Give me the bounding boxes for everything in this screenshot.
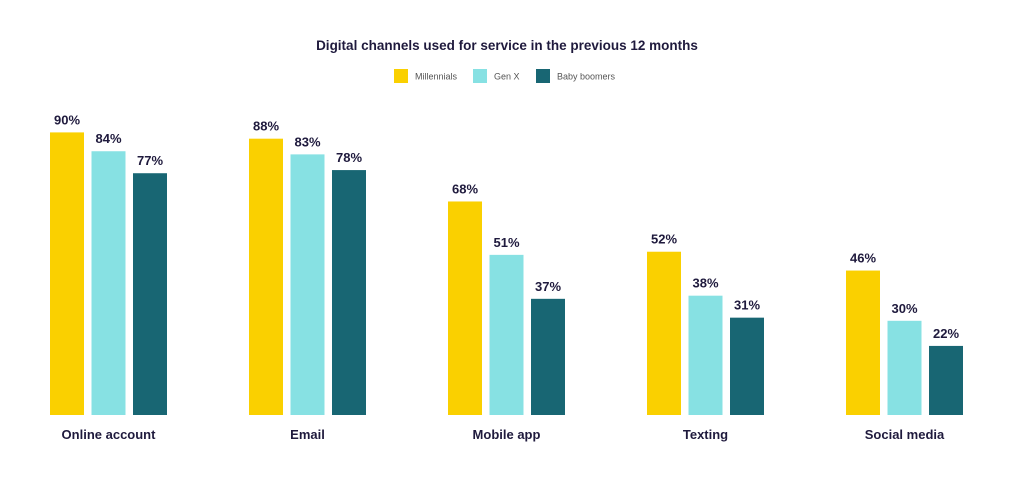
bar-online-account-millennials — [50, 132, 84, 415]
bar-email-gen-x — [290, 154, 325, 415]
bar-texting-millennials — [647, 251, 681, 415]
data-label-mobile-app-millennials: 68% — [452, 181, 478, 196]
data-label-mobile-app-baby-boomers: 37% — [535, 279, 561, 294]
legend-swatch-gen-x — [473, 69, 487, 83]
bars — [50, 132, 963, 416]
chart-title: Digital channels used for service in the… — [316, 38, 698, 53]
legend-label-millennials: Millennials — [415, 72, 458, 82]
data-label-email-gen-x: 83% — [294, 134, 320, 149]
bar-mobile-app-gen-x — [489, 254, 524, 415]
category-labels: Online account Email Mobile app Texting Soci… — [62, 427, 945, 442]
data-label-email-millennials: 88% — [253, 119, 279, 134]
legend: Millennials Gen X Baby boomers — [394, 69, 616, 83]
bar-mobile-app-baby-boomers — [531, 298, 565, 415]
category-label-texting: Texting — [683, 427, 728, 442]
bar-email-millennials — [249, 138, 283, 415]
data-label-social-media-millennials: 46% — [850, 251, 876, 266]
legend-item-gen-x: Gen X — [473, 69, 520, 83]
legend-label-gen-x: Gen X — [494, 72, 520, 82]
data-labels: 90% 84% 77% 88% 83% 78% 68% 51% 37% 52% 38% 31% 46% 3… — [54, 112, 959, 341]
category-label-social-media: Social media — [865, 427, 945, 442]
bar-texting-gen-x — [688, 295, 723, 415]
data-label-social-media-baby-boomers: 22% — [933, 326, 959, 341]
data-label-online-account-baby-boomers: 77% — [137, 153, 163, 168]
bar-mobile-app-millennials — [448, 201, 482, 415]
bar-social-media-millennials — [846, 270, 880, 415]
bar-social-media-gen-x — [887, 320, 922, 415]
bar-online-account-gen-x — [91, 151, 126, 416]
legend-swatch-baby-boomers — [536, 69, 550, 83]
legend-label-baby-boomers: Baby boomers — [557, 72, 616, 82]
legend-item-baby-boomers: Baby boomers — [536, 69, 616, 83]
data-label-texting-gen-x: 38% — [692, 276, 718, 291]
data-label-mobile-app-gen-x: 51% — [493, 235, 519, 250]
data-label-social-media-gen-x: 30% — [891, 301, 917, 316]
data-label-online-account-gen-x: 84% — [95, 131, 121, 146]
category-label-email: Email — [290, 427, 325, 442]
data-label-texting-baby-boomers: 31% — [734, 298, 760, 313]
data-label-email-baby-boomers: 78% — [336, 150, 362, 165]
data-label-online-account-millennials: 90% — [54, 112, 80, 127]
data-label-texting-millennials: 52% — [651, 232, 677, 247]
bar-social-media-baby-boomers — [929, 345, 963, 415]
category-label-mobile-app: Mobile app — [473, 427, 541, 442]
category-label-online-account: Online account — [62, 427, 157, 442]
bar-texting-baby-boomers — [730, 317, 764, 415]
bar-online-account-baby-boomers — [133, 173, 167, 415]
legend-item-millennials: Millennials — [394, 69, 458, 83]
bar-email-baby-boomers — [332, 170, 366, 415]
legend-swatch-millennials — [394, 69, 408, 83]
